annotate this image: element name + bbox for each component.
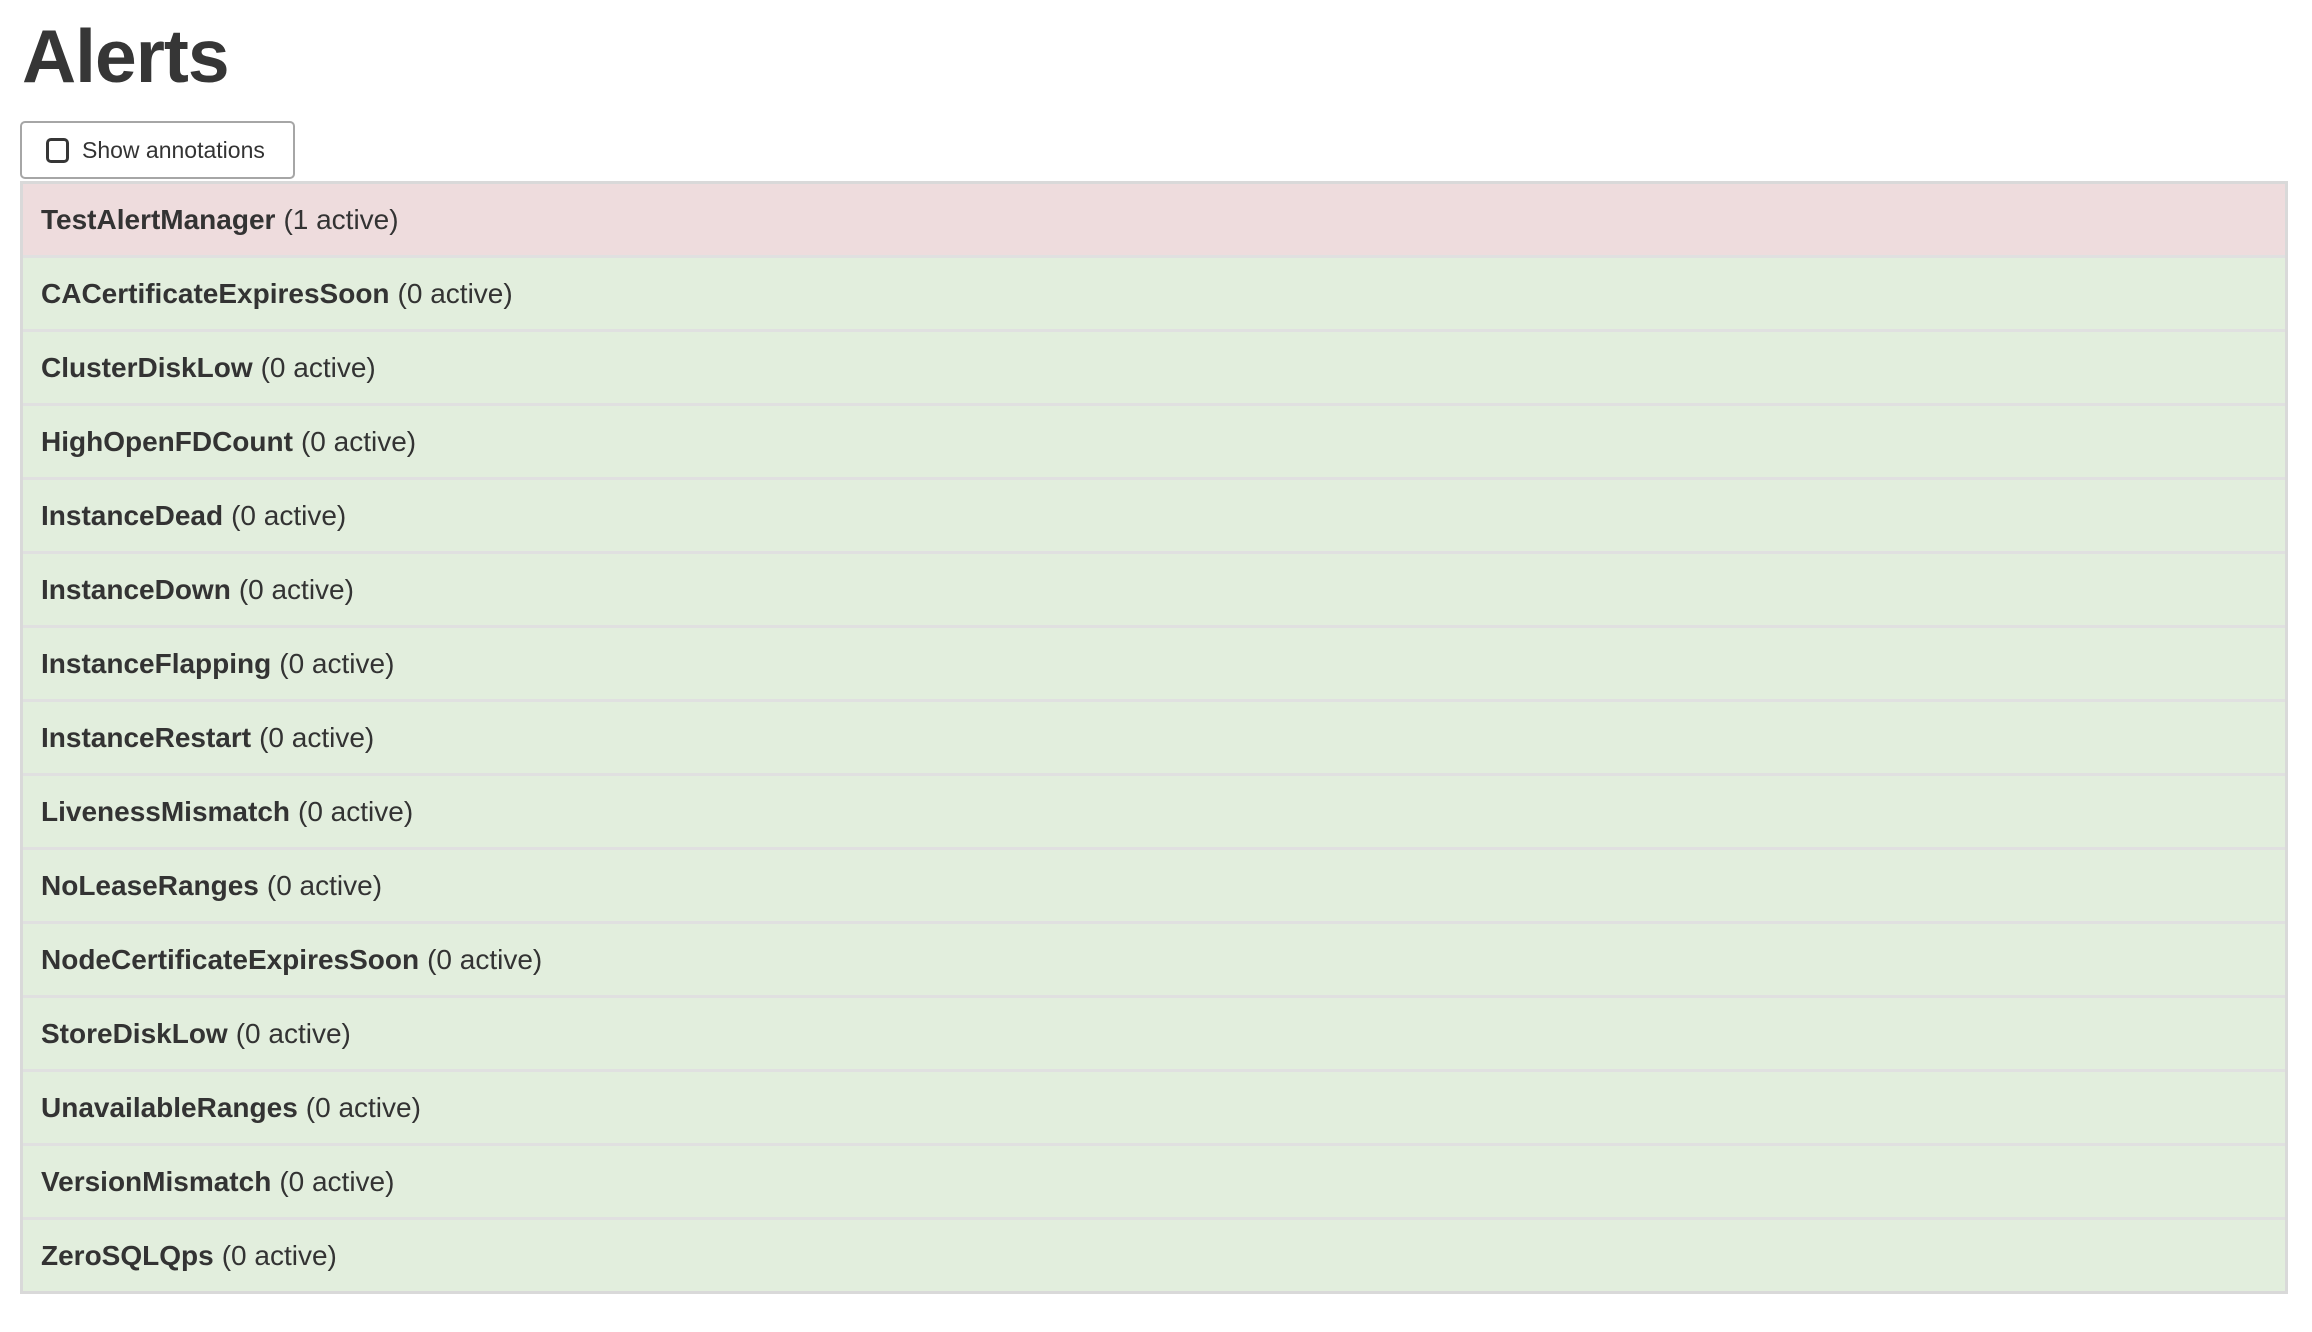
alert-active-count: (0 active) bbox=[305, 1091, 421, 1123]
alert-row[interactable]: InstanceDead (0 active) bbox=[23, 480, 2285, 554]
alert-active-count: (0 active) bbox=[259, 721, 375, 753]
alert-row[interactable]: StoreDiskLow (0 active) bbox=[23, 998, 2285, 1072]
alert-name: CACertificateExpiresSoon bbox=[41, 277, 390, 309]
alert-name: InstanceDead bbox=[41, 499, 224, 531]
alert-name: LivenessMismatch bbox=[41, 795, 290, 827]
alert-name: InstanceDown bbox=[41, 573, 231, 605]
show-annotations-button[interactable]: Show annotations bbox=[20, 121, 295, 179]
alert-name: ClusterDiskLow bbox=[41, 351, 253, 383]
alert-row[interactable]: ClusterDiskLow (0 active) bbox=[23, 332, 2285, 406]
alert-name: NodeCertificateExpiresSoon bbox=[41, 943, 420, 975]
alert-row[interactable]: VersionMismatch (0 active) bbox=[23, 1146, 2285, 1220]
alert-active-count: (0 active) bbox=[235, 1017, 351, 1049]
alert-active-count: (0 active) bbox=[298, 795, 414, 827]
alert-active-count: (0 active) bbox=[427, 943, 543, 975]
alert-row[interactable]: TestAlertManager (1 active) bbox=[23, 184, 2285, 258]
alert-name: HighOpenFDCount bbox=[41, 425, 293, 457]
alert-active-count: (0 active) bbox=[266, 869, 383, 901]
alert-active-count: (0 active) bbox=[260, 351, 376, 383]
alert-row[interactable]: ZeroSQLQps (0 active) bbox=[23, 1220, 2285, 1291]
alert-name: VersionMismatch bbox=[41, 1165, 272, 1197]
alert-name: StoreDiskLow bbox=[41, 1017, 228, 1049]
alert-row[interactable]: LivenessMismatch (0 active) bbox=[23, 776, 2285, 850]
alert-row[interactable]: NoLeaseRanges (0 active) bbox=[23, 850, 2285, 924]
alert-name: TestAlertManager bbox=[41, 203, 276, 235]
alert-row[interactable]: NodeCertificateExpiresSoon (0 active) bbox=[23, 924, 2285, 998]
alert-row[interactable]: InstanceRestart (0 active) bbox=[23, 702, 2285, 776]
alert-row[interactable]: HighOpenFDCount (0 active) bbox=[23, 406, 2285, 480]
checkbox-unchecked-icon[interactable] bbox=[46, 137, 69, 163]
alert-active-count: (0 active) bbox=[238, 573, 354, 605]
page-title: Alerts bbox=[22, 14, 230, 98]
alert-list: TestAlertManager (1 active) CACertificat… bbox=[20, 181, 2288, 1294]
alert-active-count: (0 active) bbox=[231, 499, 347, 531]
alert-row[interactable]: InstanceDown (0 active) bbox=[23, 554, 2285, 628]
alert-active-count: (0 active) bbox=[279, 647, 395, 679]
alert-name: UnavailableRanges bbox=[41, 1091, 298, 1123]
alert-active-count: (0 active) bbox=[300, 425, 417, 457]
alert-name: InstanceRestart bbox=[41, 721, 252, 753]
alert-row[interactable]: CACertificateExpiresSoon (0 active) bbox=[23, 258, 2285, 332]
alert-active-count: (0 active) bbox=[397, 277, 513, 309]
alert-active-count: (0 active) bbox=[279, 1165, 395, 1197]
alert-name: NoLeaseRanges bbox=[41, 869, 259, 901]
alert-active-count: (1 active) bbox=[283, 203, 399, 235]
alert-row[interactable]: UnavailableRanges (0 active) bbox=[23, 1072, 2285, 1146]
show-annotations-label: Show annotations bbox=[82, 136, 265, 163]
alert-row[interactable]: InstanceFlapping (0 active) bbox=[23, 628, 2285, 702]
alert-name: ZeroSQLQps bbox=[41, 1239, 214, 1271]
alert-name: InstanceFlapping bbox=[41, 647, 272, 679]
alert-active-count: (0 active) bbox=[221, 1239, 337, 1271]
